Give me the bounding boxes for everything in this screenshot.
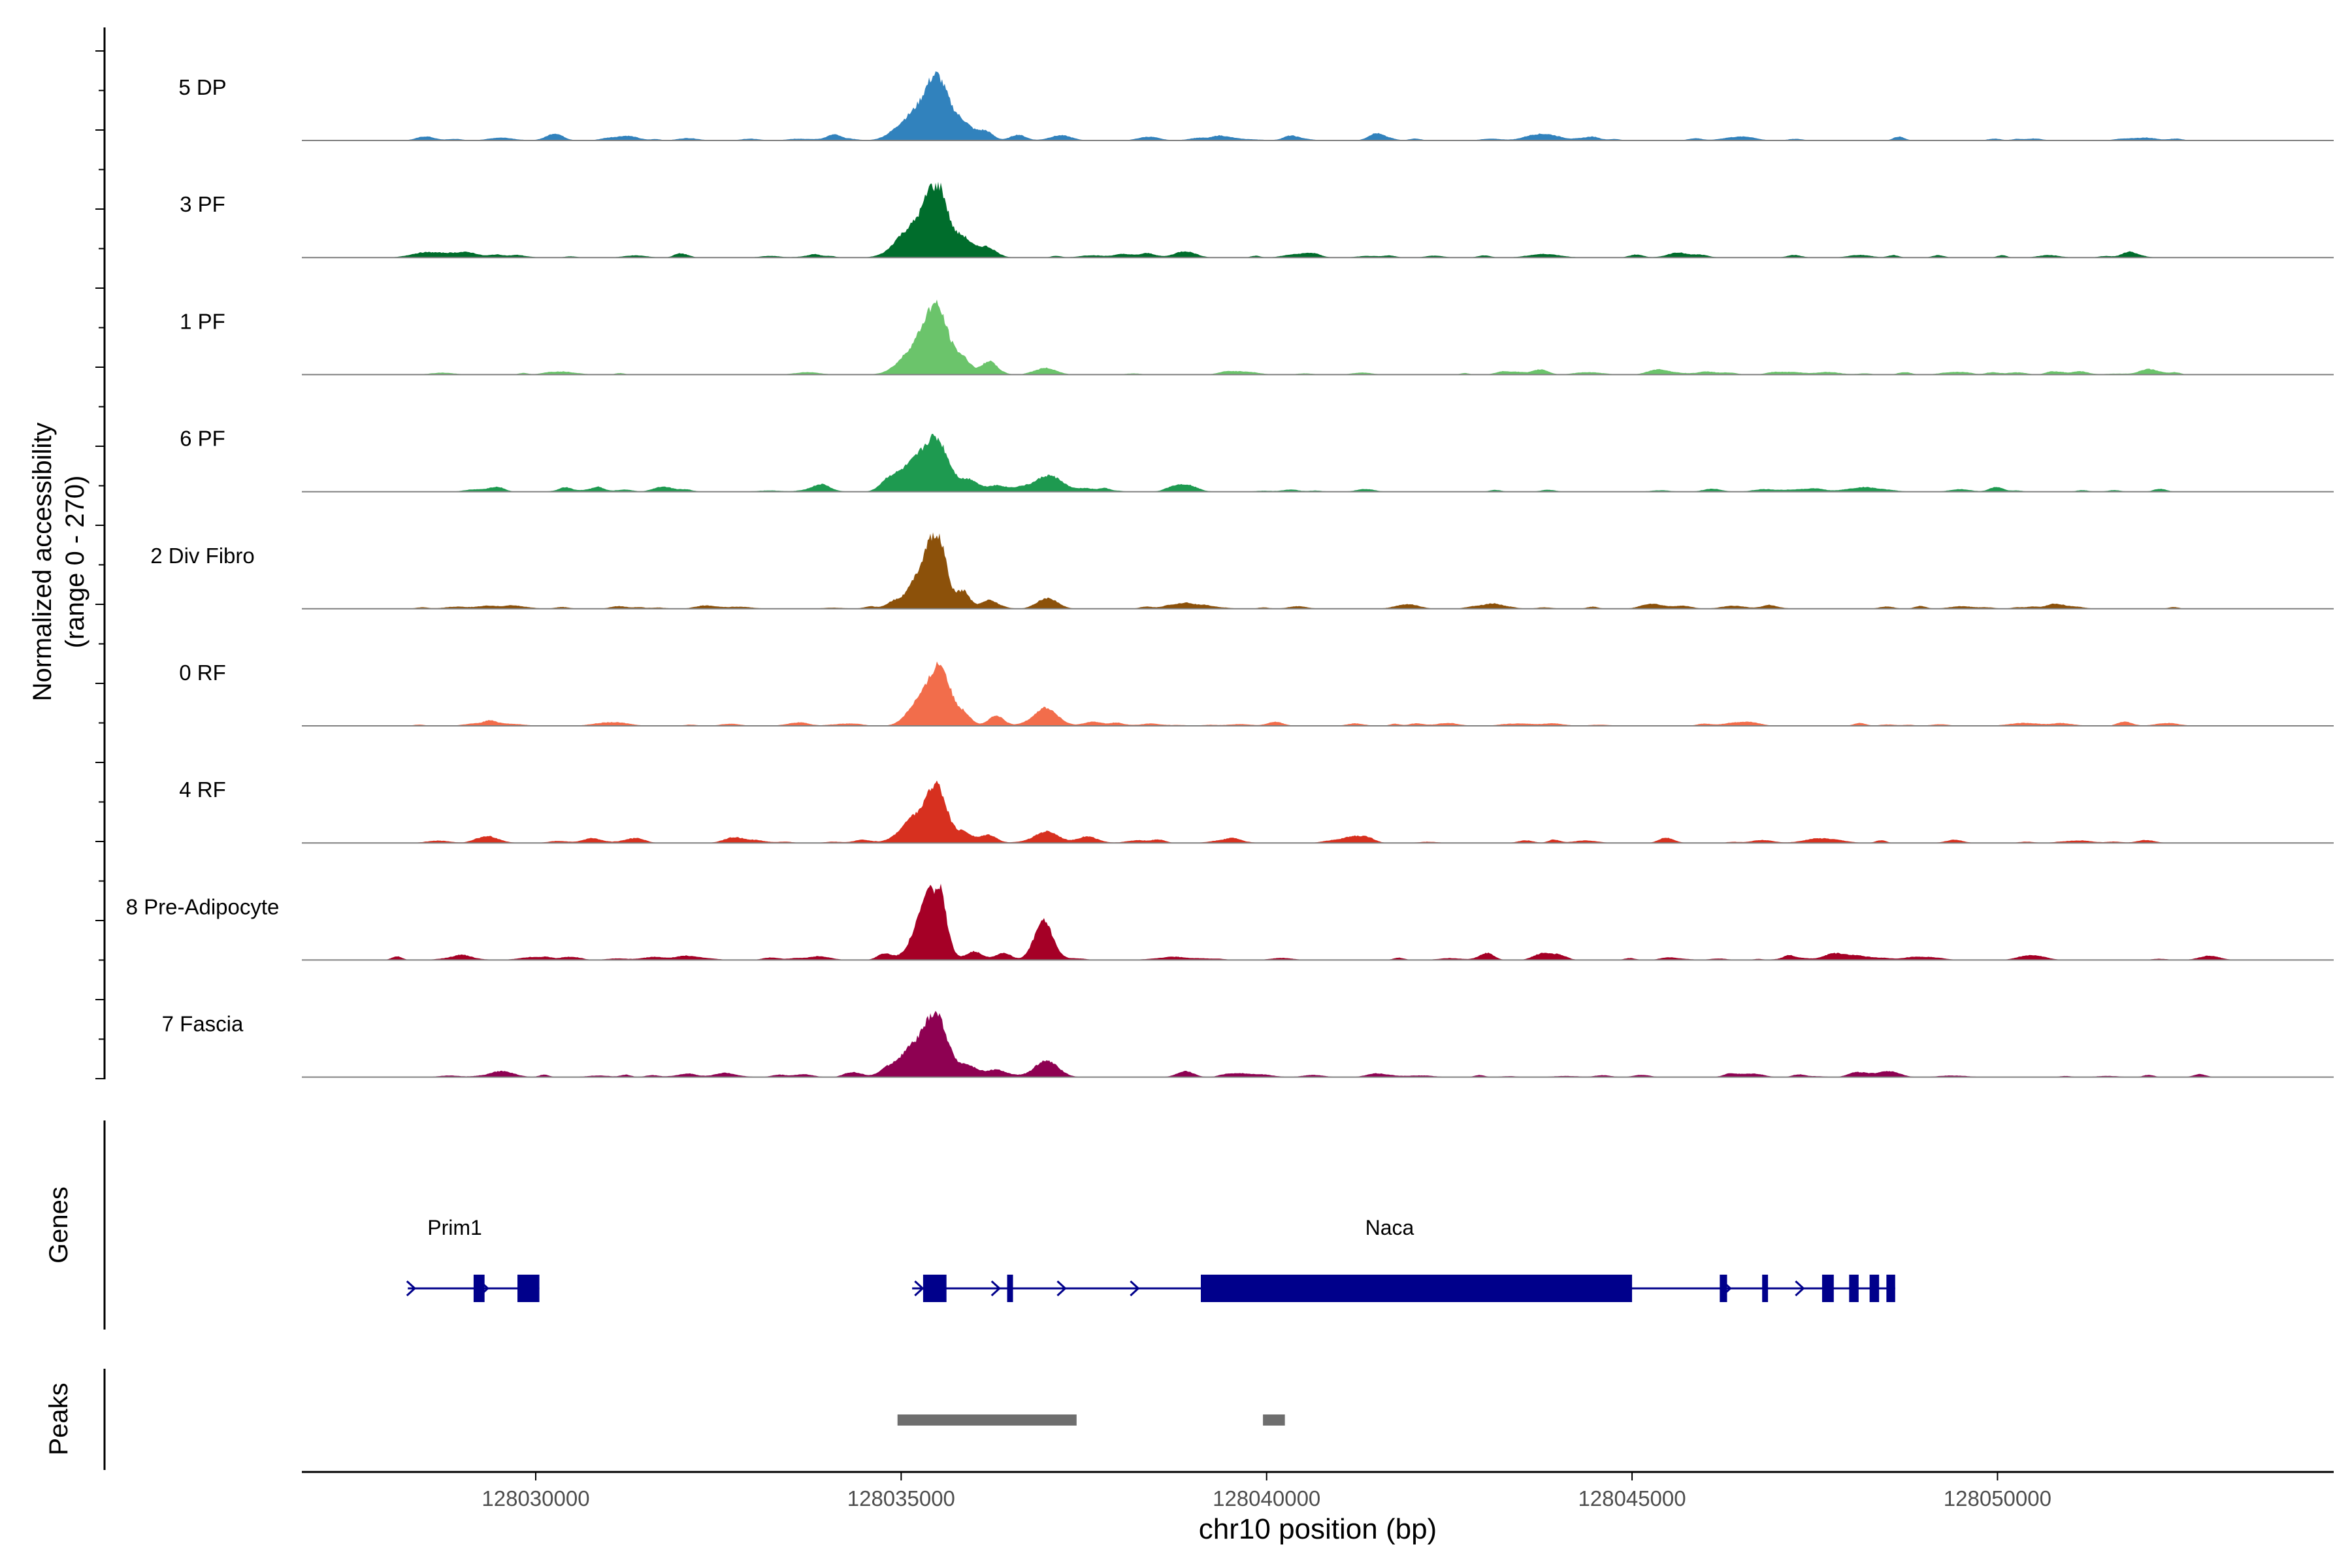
- track-3-pf: 3 PF: [180, 182, 2334, 259]
- coverage-area: [302, 1011, 2242, 1077]
- track-label: 2 Div Fibro: [150, 544, 255, 568]
- x-tick-label: 128030000: [482, 1486, 589, 1511]
- coverage-area: [302, 182, 2242, 258]
- track-label: 7 Fascia: [162, 1012, 244, 1036]
- track-label: 8 Pre-Adipocyte: [126, 894, 280, 919]
- gene-exon: [923, 1275, 947, 1302]
- gene-exon: [1886, 1275, 1895, 1302]
- gene-exon: [473, 1275, 485, 1302]
- strand-arrow-icon: [406, 1280, 417, 1297]
- track-label: 5 DP: [178, 75, 226, 99]
- gene-exon: [1762, 1275, 1769, 1302]
- x-axis-title: chr10 position (bp): [1199, 1513, 1437, 1545]
- track-2-div-fibro: 2 Div Fibro: [150, 532, 2334, 610]
- gene-exon: [1201, 1275, 1633, 1302]
- coverage-area: [302, 661, 2242, 726]
- coverage-y-axis-ticks: [95, 50, 105, 1079]
- track-label: 1 PF: [180, 309, 225, 333]
- gene-exon: [517, 1275, 540, 1302]
- track-0-rf: 0 RF: [179, 661, 2334, 727]
- track-1-pf: 1 PF: [180, 299, 2334, 376]
- coverage-area: [302, 532, 2242, 609]
- strand-arrow-icon: [990, 1280, 1001, 1297]
- x-tick-label: 128035000: [847, 1486, 955, 1511]
- peak-regions-track: [897, 1414, 1285, 1426]
- x-tick-label: 128040000: [1213, 1486, 1320, 1511]
- x-tick-label: 128045000: [1578, 1486, 1686, 1511]
- track-5-dp: 5 DP: [178, 71, 2334, 141]
- strand-arrow-icon: [1056, 1280, 1067, 1297]
- track-7-fascia: 7 Fascia: [162, 1011, 2334, 1078]
- x-axis-ticks: 128030000 128035000 128040000 128045000 1280…: [482, 1472, 2051, 1511]
- gene-annotation-track: Prim1 Naca: [406, 1216, 1895, 1302]
- gene-exon: [1821, 1275, 1834, 1302]
- peak-region: [897, 1414, 1077, 1426]
- x-tick-label: 128050000: [1944, 1486, 2051, 1511]
- track-label: 4 RF: [179, 777, 226, 802]
- y-axis-range: (range 0 - 270): [61, 476, 90, 649]
- coverage-area: [302, 71, 2242, 140]
- track-label: 0 RF: [179, 661, 226, 685]
- gene-exon: [1007, 1275, 1013, 1302]
- coverage-area: [302, 780, 2242, 843]
- gene-name: Naca: [1365, 1216, 1414, 1239]
- track-6-pf: 6 PF: [180, 427, 2334, 493]
- track-4-rf: 4 RF: [179, 777, 2334, 844]
- strand-arrow-icon: [1795, 1280, 1805, 1297]
- coverage-area: [302, 434, 2242, 492]
- gene-name: Prim1: [427, 1216, 482, 1239]
- track-label: 3 PF: [180, 192, 225, 216]
- coverage-area: [302, 883, 2242, 960]
- track-8-pre-adipocyte: 8 Pre-Adipocyte: [126, 883, 2334, 961]
- peak-region: [1263, 1414, 1285, 1426]
- gene-exon: [1849, 1275, 1859, 1302]
- y-axis-title: Normalized accessibility: [28, 423, 57, 702]
- track-label: 6 PF: [180, 427, 225, 451]
- peaks-title: Peaks: [44, 1382, 73, 1455]
- strand-arrow-icon: [1130, 1280, 1140, 1297]
- gene-exon: [1720, 1275, 1727, 1302]
- coverage-area: [302, 299, 2242, 375]
- genes-title: Genes: [44, 1186, 73, 1264]
- strand-arrow-icon: [914, 1280, 924, 1297]
- gene-exon: [1869, 1275, 1880, 1302]
- coverage-tracks: 5 DP 3 PF 1 PF 6 PF 2 Div Fibro 0 RF 4 RF 8 Pre…: [126, 71, 2334, 1078]
- gene-naca: Naca: [912, 1216, 1895, 1302]
- gene-prim1: Prim1: [406, 1216, 540, 1302]
